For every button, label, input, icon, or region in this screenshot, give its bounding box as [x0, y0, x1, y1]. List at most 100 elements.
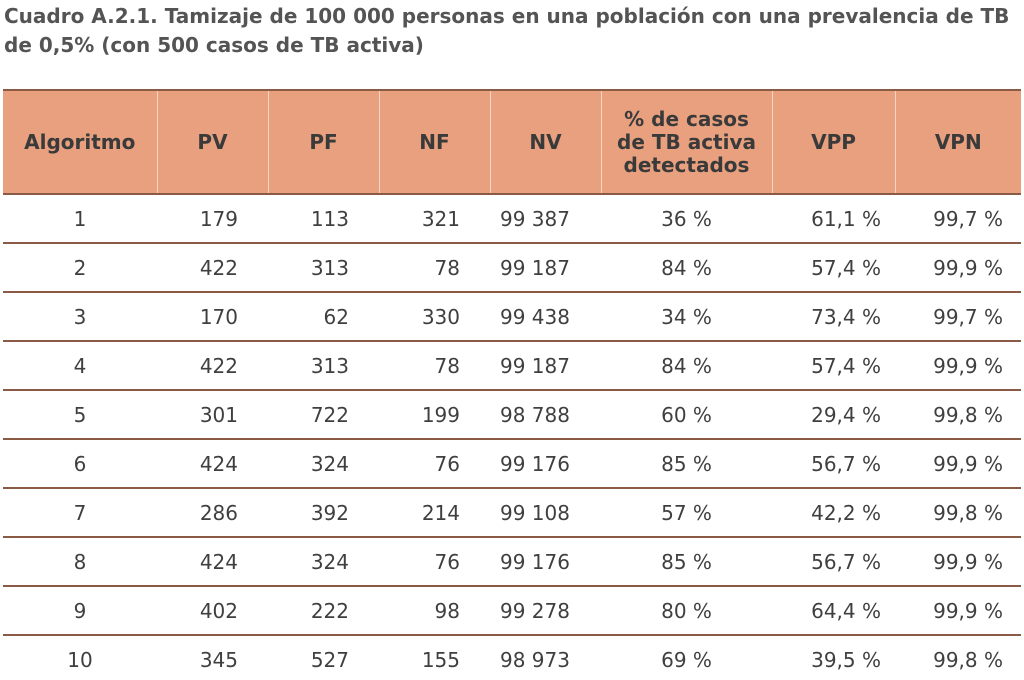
cell-pv: 402 — [157, 586, 268, 636]
cell-algoritmo: 2 — [3, 243, 157, 293]
cell-nv: 98 973 — [490, 635, 601, 680]
cell-pf: 62 — [268, 292, 379, 342]
screening-table: Algoritmo PV PF NF NV % de casos de TB a… — [3, 89, 1021, 680]
cell-pv: 179 — [157, 194, 268, 244]
table-caption: Cuadro A.2.1. Tamizaje de 100 000 person… — [4, 4, 1010, 57]
cell-vpp: 61,1 % — [772, 194, 895, 244]
cell-vpp: 57,4 % — [772, 341, 895, 391]
cell-vpp: 39,5 % — [772, 635, 895, 680]
cell-nf: 321 — [379, 194, 490, 244]
cell-vpn: 99,9 % — [895, 439, 1021, 489]
table-row: 10 345 527 155 98 973 69 % 39,5 % 99,8 % — [3, 635, 1021, 680]
cell-vpn: 99,9 % — [895, 537, 1021, 587]
cell-vpp: 29,4 % — [772, 390, 895, 440]
cell-nf: 76 — [379, 537, 490, 587]
cell-vpn: 99,8 % — [895, 635, 1021, 680]
cell-vpp: 64,4 % — [772, 586, 895, 636]
table-row: 1 179 113 321 99 387 36 % 61,1 % 99,7 % — [3, 194, 1021, 244]
cell-nf: 78 — [379, 341, 490, 391]
cell-vpp: 56,7 % — [772, 439, 895, 489]
data-table-container: Algoritmo PV PF NF NV % de casos de TB a… — [3, 89, 1021, 680]
table-row: 6 424 324 76 99 176 85 % 56,7 % 99,9 % — [3, 439, 1021, 489]
cell-algoritmo: 1 — [3, 194, 157, 244]
cell-pv: 170 — [157, 292, 268, 342]
cell-nf: 214 — [379, 488, 490, 538]
cell-pct: 34 % — [601, 292, 772, 342]
cell-nv: 99 387 — [490, 194, 601, 244]
cell-pct: 85 % — [601, 439, 772, 489]
cell-pf: 313 — [268, 243, 379, 293]
table-row: 7 286 392 214 99 108 57 % 42,2 % 99,8 % — [3, 488, 1021, 538]
cell-vpp: 57,4 % — [772, 243, 895, 293]
cell-nf: 76 — [379, 439, 490, 489]
header-pv: PV — [156, 89, 268, 195]
table-header-row: Algoritmo PV PF NF NV % de casos de TB a… — [3, 89, 1021, 195]
cell-algoritmo: 10 — [3, 635, 157, 680]
cell-pf: 222 — [268, 586, 379, 636]
cell-nv: 99 187 — [490, 341, 601, 391]
header-algoritmo: Algoritmo — [3, 89, 157, 195]
cell-vpn: 99,9 % — [895, 243, 1021, 293]
cell-pf: 324 — [268, 439, 379, 489]
cell-vpn: 99,7 % — [895, 292, 1021, 342]
cell-pct: 57 % — [601, 488, 772, 538]
cell-pct: 69 % — [601, 635, 772, 680]
cell-pf: 113 — [268, 194, 379, 244]
table-row: 5 301 722 199 98 788 60 % 29,4 % 99,8 % — [3, 390, 1021, 440]
header-pf: PF — [267, 89, 379, 195]
cell-nv: 99 176 — [490, 537, 601, 587]
cell-nf: 78 — [379, 243, 490, 293]
cell-vpn: 99,9 % — [895, 341, 1021, 391]
cell-pv: 301 — [157, 390, 268, 440]
cell-nv: 99 187 — [490, 243, 601, 293]
cell-algoritmo: 9 — [3, 586, 157, 636]
cell-vpp: 73,4 % — [772, 292, 895, 342]
cell-nv: 98 788 — [490, 390, 601, 440]
cell-pf: 324 — [268, 537, 379, 587]
cell-vpn: 99,7 % — [895, 194, 1021, 244]
cell-vpp: 42,2 % — [772, 488, 895, 538]
cell-nf: 199 — [379, 390, 490, 440]
cell-pv: 422 — [157, 243, 268, 293]
cell-vpn: 99,8 % — [895, 488, 1021, 538]
cell-pct: 60 % — [601, 390, 772, 440]
table-row: 9 402 222 98 99 278 80 % 64,4 % 99,9 % — [3, 586, 1021, 636]
header-nv: NV — [489, 89, 601, 195]
cell-pv: 286 — [157, 488, 268, 538]
cell-nv: 99 278 — [490, 586, 601, 636]
cell-nv: 99 108 — [490, 488, 601, 538]
cell-nv: 99 438 — [490, 292, 601, 342]
header-vpn: VPN — [894, 89, 1021, 195]
table-row: 8 424 324 76 99 176 85 % 56,7 % 99,9 % — [3, 537, 1021, 587]
cell-nf: 155 — [379, 635, 490, 680]
cell-vpn: 99,9 % — [895, 586, 1021, 636]
cell-pf: 392 — [268, 488, 379, 538]
cell-algoritmo: 3 — [3, 292, 157, 342]
cell-pf: 722 — [268, 390, 379, 440]
cell-algoritmo: 6 — [3, 439, 157, 489]
table-row: 3 170 62 330 99 438 34 % 73,4 % 99,7 % — [3, 292, 1021, 342]
cell-pct: 85 % — [601, 537, 772, 587]
cell-pf: 527 — [268, 635, 379, 680]
table-row: 4 422 313 78 99 187 84 % 57,4 % 99,9 % — [3, 341, 1021, 391]
table-row: 2 422 313 78 99 187 84 % 57,4 % 99,9 % — [3, 243, 1021, 293]
cell-pv: 422 — [157, 341, 268, 391]
cell-pv: 424 — [157, 439, 268, 489]
cell-vpn: 99,8 % — [895, 390, 1021, 440]
cell-vpp: 56,7 % — [772, 537, 895, 587]
cell-pct: 84 % — [601, 341, 772, 391]
cell-pv: 345 — [157, 635, 268, 680]
cell-pf: 313 — [268, 341, 379, 391]
header-pct-detected: % de casos de TB activa detectados — [600, 89, 772, 195]
cell-algoritmo: 8 — [3, 537, 157, 587]
cell-algoritmo: 5 — [3, 390, 157, 440]
header-nf: NF — [378, 89, 490, 195]
cell-nf: 330 — [379, 292, 490, 342]
table-body: 1 179 113 321 99 387 36 % 61,1 % 99,7 % 2 422 313 7… — [3, 194, 1021, 680]
cell-pct: 80 % — [601, 586, 772, 636]
cell-nf: 98 — [379, 586, 490, 636]
cell-pct: 36 % — [601, 194, 772, 244]
cell-pct: 84 % — [601, 243, 772, 293]
cell-pv: 424 — [157, 537, 268, 587]
cell-algoritmo: 4 — [3, 341, 157, 391]
